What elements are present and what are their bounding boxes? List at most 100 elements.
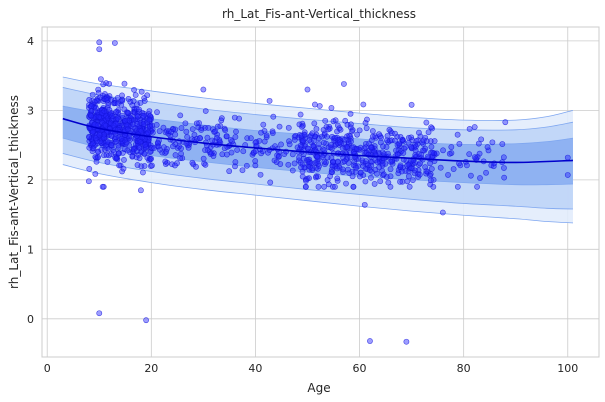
y-tick-label: 4 [27, 35, 34, 48]
data-point [153, 121, 160, 128]
data-point [202, 108, 209, 114]
data-point [125, 96, 132, 102]
data-point [200, 155, 207, 162]
data-point [266, 97, 273, 104]
data-point [380, 143, 386, 150]
data-point [144, 154, 151, 161]
data-point [334, 165, 341, 172]
data-point [257, 171, 264, 178]
data-point [196, 135, 203, 141]
data-point [92, 171, 99, 177]
data-point [328, 141, 335, 148]
data-point [362, 120, 369, 126]
data-point [258, 129, 264, 136]
data-point [149, 145, 155, 152]
data-point [142, 141, 149, 148]
data-point [138, 88, 145, 95]
data-point [248, 135, 254, 142]
data-point [466, 151, 473, 158]
data-point [328, 169, 335, 176]
data-point [329, 163, 336, 169]
data-point [178, 150, 184, 157]
data-point [227, 136, 234, 143]
data-point [484, 144, 491, 151]
data-point [114, 100, 121, 107]
data-point [141, 150, 148, 157]
data-point [299, 173, 306, 180]
data-point [108, 142, 115, 148]
data-point [184, 134, 191, 140]
data-point [428, 124, 435, 131]
data-point [412, 152, 419, 158]
data-point-outlier [96, 310, 103, 317]
data-point [364, 116, 370, 123]
data-point [448, 144, 455, 150]
data-point [368, 162, 375, 169]
data-point [274, 152, 281, 159]
data-point [252, 158, 259, 164]
data-point [122, 117, 129, 124]
data-point [252, 139, 259, 146]
data-point [297, 111, 304, 118]
data-point [357, 144, 364, 151]
data-point [298, 164, 304, 171]
data-point [387, 173, 394, 180]
data-point [189, 159, 196, 166]
data-point [408, 165, 415, 172]
data-point [476, 150, 483, 157]
data-point [86, 144, 93, 151]
data-point [119, 168, 125, 175]
data-point [489, 139, 496, 146]
data-point [321, 183, 327, 190]
data-point [454, 131, 461, 138]
data-point [430, 183, 437, 190]
data-point [170, 143, 176, 150]
data-point [427, 177, 434, 184]
data-point [330, 158, 337, 165]
data-point [172, 126, 179, 133]
data-point [297, 142, 304, 149]
data-point [363, 125, 370, 132]
data-point [140, 113, 147, 119]
data-point [273, 159, 280, 166]
data-point [471, 154, 478, 161]
data-point [312, 101, 318, 108]
data-point [161, 144, 167, 151]
data-point [252, 162, 259, 169]
data-point [146, 116, 153, 123]
data-point [121, 80, 128, 87]
data-point [501, 165, 507, 171]
median-line [62, 117, 573, 164]
data-point [137, 139, 144, 146]
data-point [232, 163, 238, 170]
data-point [98, 146, 105, 153]
data-point [309, 167, 316, 173]
data-point [86, 133, 92, 140]
data-point-outlier [96, 46, 103, 53]
data-point [311, 120, 318, 127]
data-point [477, 175, 483, 181]
data-point [393, 147, 399, 154]
data-point [440, 147, 446, 154]
data-point [316, 103, 323, 109]
data-point [343, 180, 349, 187]
x-tick-label: 0 [44, 362, 51, 375]
data-point [123, 139, 130, 146]
data-point-outlier [138, 187, 144, 194]
data-point [368, 144, 374, 151]
data-point [416, 171, 423, 178]
data-point [103, 151, 110, 158]
data-point [151, 145, 158, 151]
data-point [193, 163, 199, 170]
data-point [405, 139, 412, 146]
data-point [384, 132, 391, 139]
data-point [371, 181, 378, 187]
data-point [145, 129, 151, 136]
data-point [289, 167, 296, 174]
data-point [269, 130, 276, 136]
data-point [114, 115, 121, 122]
data-point [137, 99, 144, 106]
data-point [348, 121, 354, 128]
data-point [337, 126, 344, 133]
data-point [392, 130, 398, 137]
